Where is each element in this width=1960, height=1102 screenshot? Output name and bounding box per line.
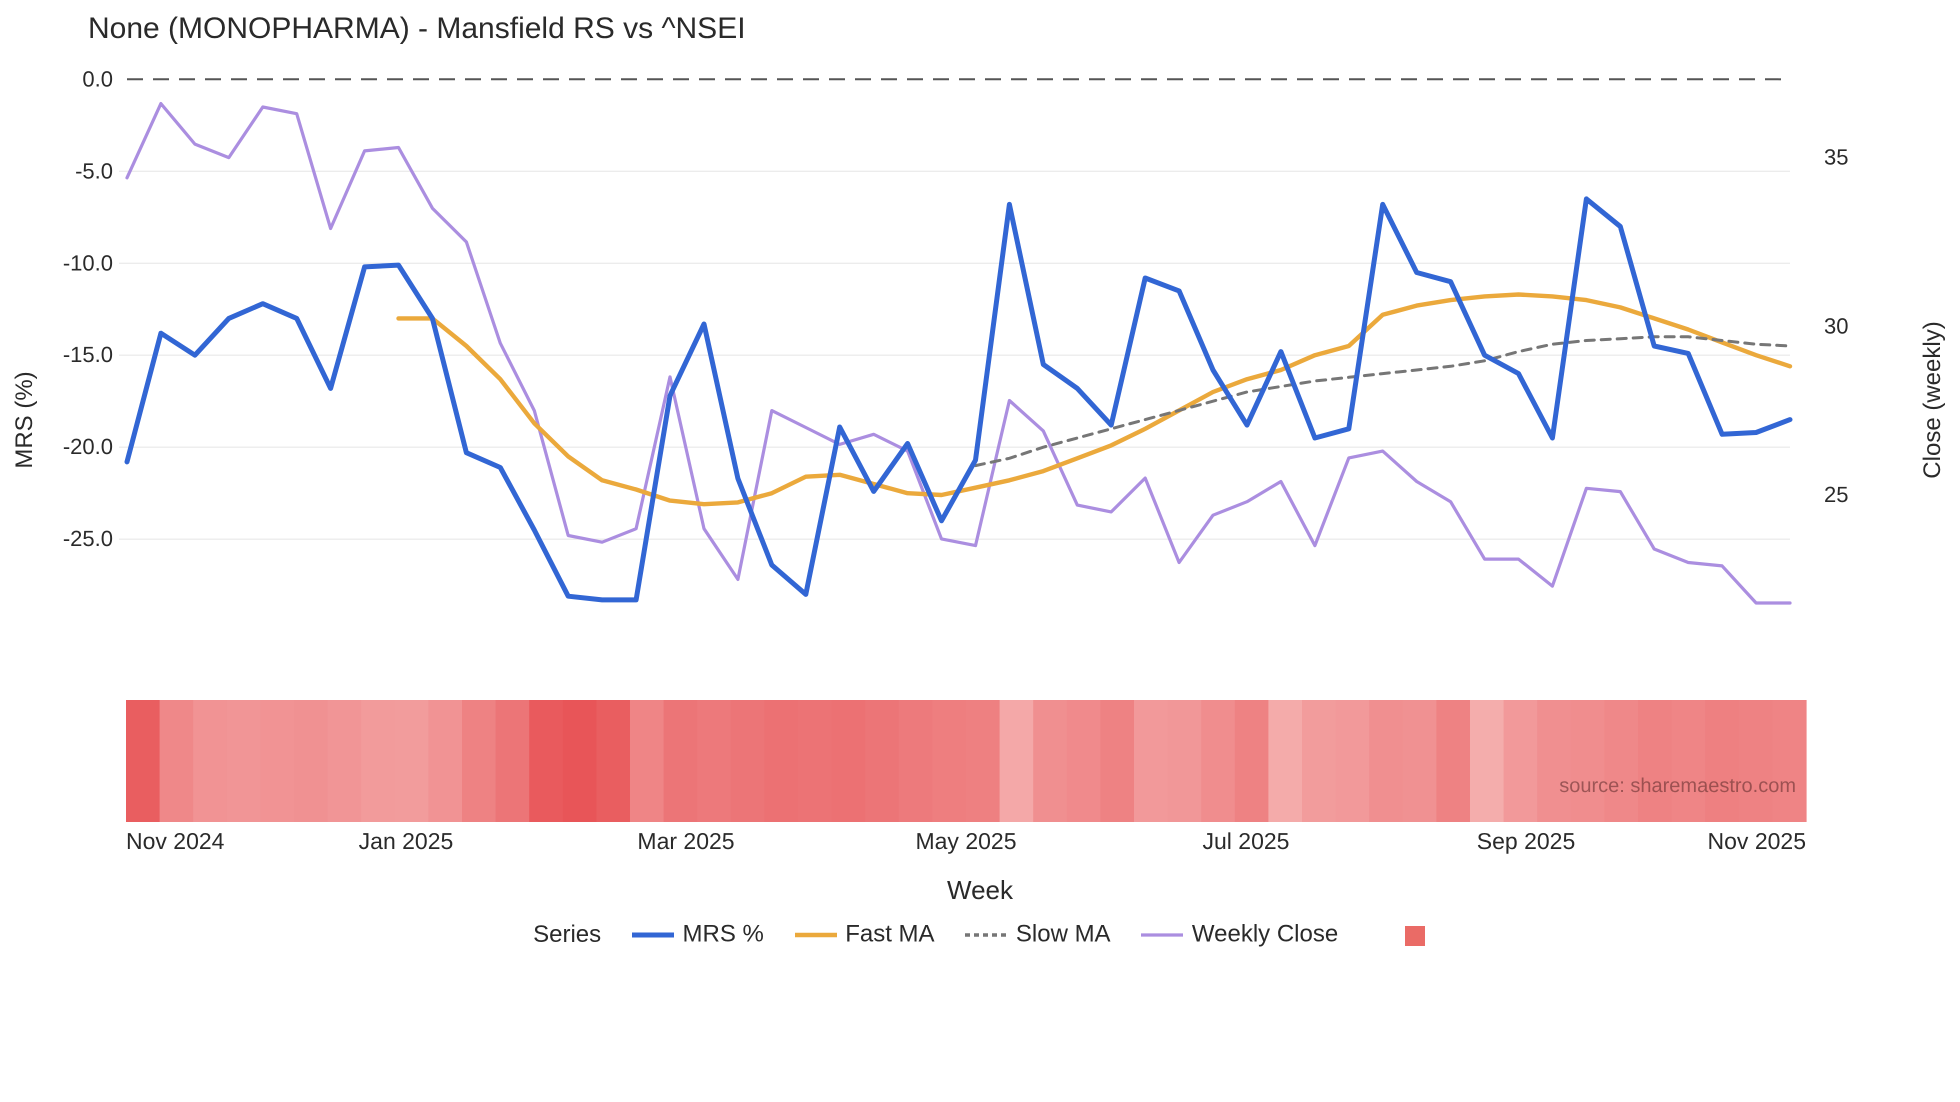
svg-text:source: sharemaestro.com: source: sharemaestro.com: [1559, 775, 1796, 797]
svg-text:-15.0: -15.0: [63, 342, 113, 367]
svg-text:Mar 2025: Mar 2025: [637, 828, 734, 854]
svg-text:0.0: 0.0: [82, 66, 113, 91]
svg-text:Nov 2024: Nov 2024: [126, 828, 225, 854]
svg-text:35: 35: [1824, 145, 1848, 170]
svg-text:Nov 2025: Nov 2025: [1708, 828, 1806, 854]
svg-text:Close (weekly): Close (weekly): [1919, 321, 1946, 478]
svg-text:-25.0: -25.0: [63, 526, 113, 551]
svg-text:25: 25: [1824, 482, 1848, 507]
svg-text:-5.0: -5.0: [75, 158, 113, 183]
svg-text:-10.0: -10.0: [63, 250, 113, 275]
svg-text:-20.0: -20.0: [63, 434, 113, 459]
svg-text:Jul 2025: Jul 2025: [1203, 828, 1290, 854]
svg-text:Jan 2025: Jan 2025: [359, 828, 454, 854]
svg-text:30: 30: [1824, 313, 1848, 338]
svg-text:May 2025: May 2025: [915, 828, 1016, 854]
svg-text:MRS (%): MRS (%): [11, 371, 38, 468]
svg-text:Sep 2025: Sep 2025: [1477, 828, 1575, 854]
